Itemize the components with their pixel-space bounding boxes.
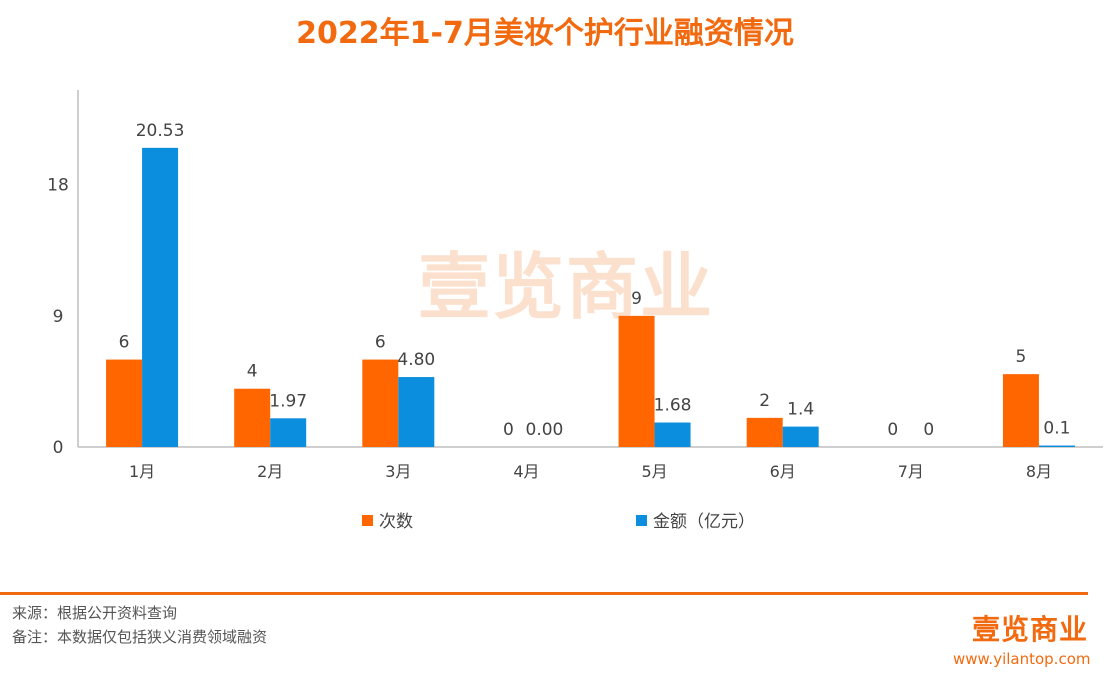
- x-tick-label: 3月: [385, 462, 411, 481]
- data-label: 2: [759, 391, 770, 411]
- data-label: 1.68: [654, 396, 692, 416]
- remark-note: 备注：本数据仅包括狭义消费领域融资: [12, 628, 268, 646]
- legend-swatch: [362, 515, 373, 526]
- data-label: 0: [503, 420, 514, 440]
- bar-amount: [782, 426, 819, 447]
- legend-swatch: [636, 515, 647, 526]
- y-tick-label: 0: [53, 438, 64, 458]
- bar-amount: [654, 422, 691, 447]
- source-note: 来源：根据公开资料查询: [12, 604, 178, 622]
- data-label: 0: [887, 420, 898, 440]
- x-tick-label: 6月: [770, 462, 796, 481]
- bar-count: [746, 417, 783, 447]
- bar-amount: [142, 147, 179, 447]
- data-label: 20.53: [136, 121, 185, 141]
- x-tick-label: 7月: [898, 462, 924, 481]
- chart-title: 2022年1-7月美妆个护行业融资情况: [296, 16, 794, 51]
- data-label: 4.80: [397, 350, 435, 370]
- y-tick-label: 9: [53, 307, 64, 327]
- data-label: 5: [1016, 347, 1027, 367]
- data-label: 1.97: [269, 391, 307, 411]
- brand-url: www.yilantop.com: [953, 650, 1091, 668]
- data-label: 0.1: [1043, 419, 1070, 439]
- y-tick-label: 18: [47, 176, 69, 196]
- x-tick-label: 4月: [513, 462, 539, 481]
- data-label: 4: [247, 362, 258, 382]
- x-tick-label: 5月: [641, 462, 667, 481]
- bar-count: [234, 388, 271, 447]
- watermark-logo: 壹览商业: [418, 245, 715, 329]
- data-label: 6: [375, 333, 386, 353]
- footer-divider: [0, 592, 1088, 595]
- x-tick-label: 2月: [257, 462, 283, 481]
- bar-amount: [270, 418, 307, 447]
- bar-amount: [398, 377, 435, 447]
- data-label: 6: [119, 333, 130, 353]
- data-label: 9: [631, 289, 642, 309]
- legend-label: 金额（亿元）: [653, 512, 755, 532]
- bar-count: [106, 359, 143, 447]
- bar-amount: [1038, 445, 1075, 447]
- legend-label: 次数: [379, 512, 413, 532]
- data-label: 0: [923, 420, 934, 440]
- x-tick-label: 8月: [1026, 462, 1052, 481]
- bar-chart: 0 9 18 1月 6 20.53 2月 4 1.97 3月 6 4.80 4月 0 0.00 5月 9 1.6…: [47, 90, 1103, 532]
- bar-count: [1002, 374, 1039, 447]
- data-label: 0.00: [526, 420, 564, 440]
- bar-count: [618, 315, 655, 447]
- data-label: 1.4: [787, 400, 814, 420]
- bar-count: [362, 359, 399, 447]
- brand-logo: 壹览商业: [972, 613, 1089, 646]
- x-tick-label: 1月: [129, 462, 155, 481]
